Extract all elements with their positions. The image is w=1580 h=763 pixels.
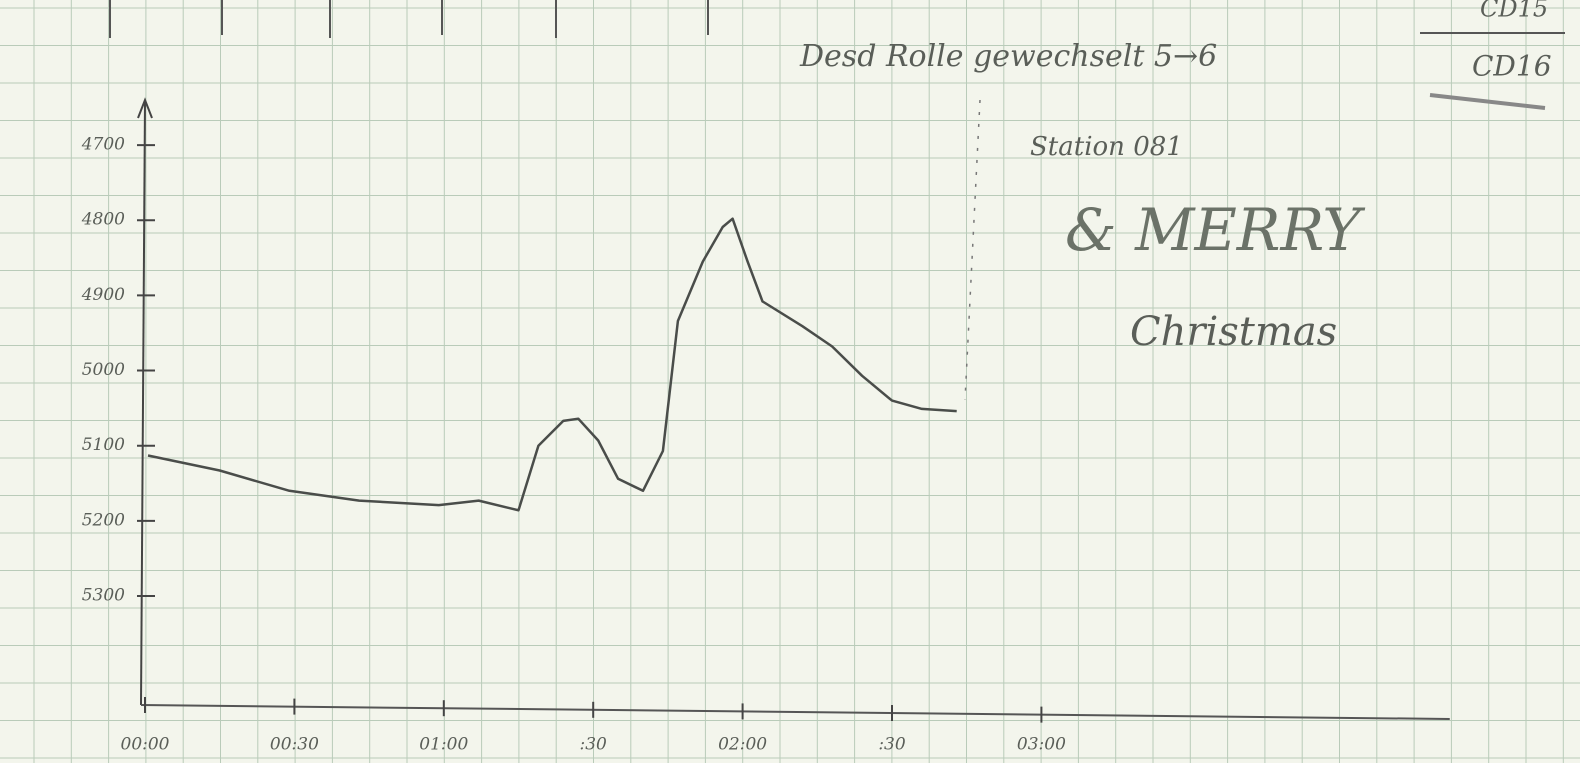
- annotation: CD16: [1472, 50, 1552, 83]
- y-tick-label: 4900: [81, 285, 125, 305]
- pencil-line: [147, 217, 957, 512]
- x-tick-label: :30: [580, 735, 608, 755]
- x-axis: [140, 704, 1450, 720]
- x-tick-label: 02:00: [718, 735, 767, 755]
- x-tick-label: 03:00: [1017, 735, 1066, 755]
- y-tick-label: 4800: [81, 210, 125, 230]
- annotation: CD15: [1480, 0, 1548, 23]
- y-tick-label: 5200: [82, 510, 125, 530]
- y-tick-label: 5100: [82, 435, 125, 455]
- y-tick-label: 4700: [81, 135, 125, 155]
- annotation: & MERRY: [1065, 196, 1365, 264]
- x-tick-label: :30: [878, 735, 906, 755]
- annotation: Station 081: [1030, 132, 1183, 162]
- y-tick-label: 5000: [82, 360, 125, 380]
- y-tick-label: 5300: [82, 586, 125, 606]
- x-tick-label: 00:00: [121, 735, 170, 755]
- x-tick-label: 00:30: [270, 735, 319, 755]
- page-edge-marks: [109, 0, 1565, 110]
- x-tick-label: 01:00: [419, 735, 468, 755]
- annotation: Desd Rolle gewechselt 5→6: [799, 39, 1217, 74]
- y-axis-arrow: [137, 97, 153, 119]
- y-axis: [140, 99, 146, 706]
- annotation: Christmas: [1130, 309, 1337, 355]
- divider-line: [964, 99, 981, 401]
